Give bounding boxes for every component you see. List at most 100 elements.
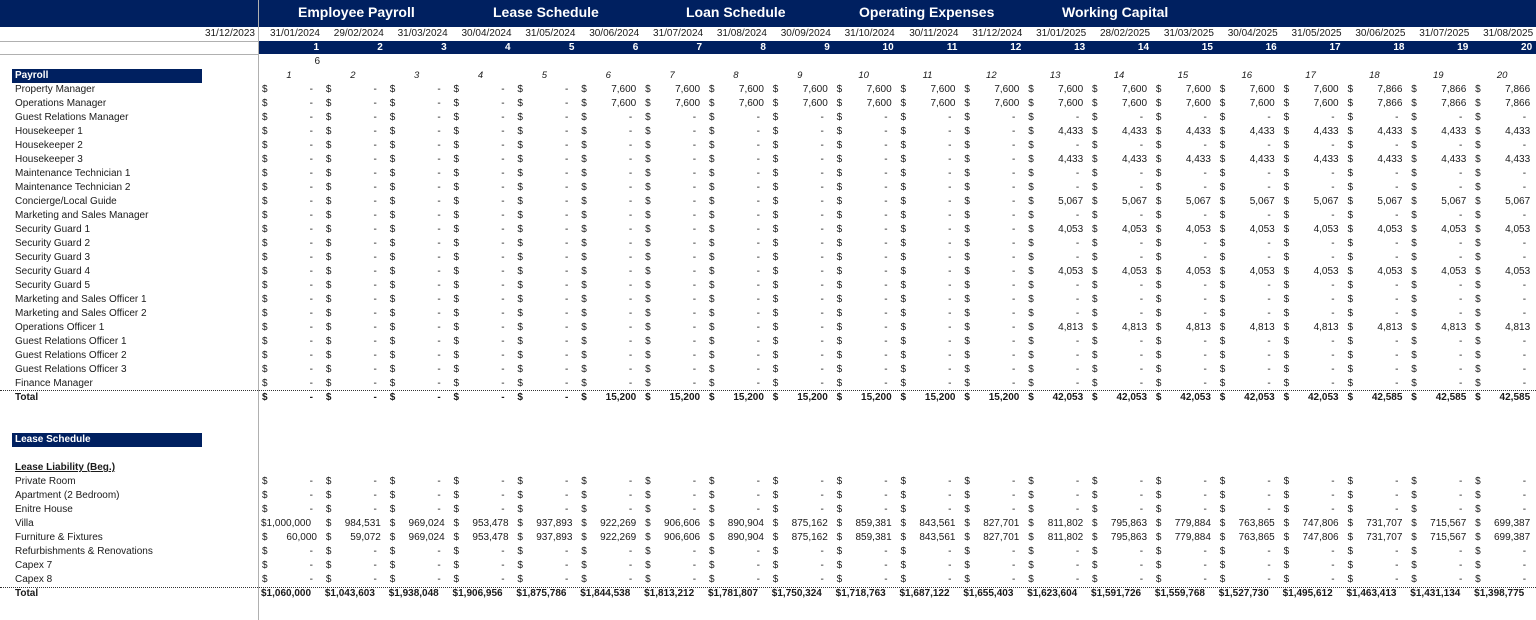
- value-cell[interactable]: $ -: [387, 363, 451, 377]
- value-cell[interactable]: $ -: [387, 391, 451, 405]
- value-cell[interactable]: $ -: [770, 363, 834, 377]
- value-cell[interactable]: $ -: [323, 503, 387, 517]
- value-cell[interactable]: $ -: [451, 167, 515, 181]
- value-cell[interactable]: $ -: [961, 279, 1025, 293]
- value-cell[interactable]: $ -: [1153, 489, 1217, 503]
- value-cell[interactable]: $ -: [898, 363, 962, 377]
- value-cell[interactable]: $4,053: [1408, 223, 1472, 237]
- value-cell[interactable]: $1,495,612: [1281, 587, 1345, 601]
- value-cell[interactable]: $ -: [1408, 377, 1472, 391]
- value-cell[interactable]: $ -: [770, 195, 834, 209]
- value-cell[interactable]: $ -: [961, 139, 1025, 153]
- value-cell[interactable]: $ -: [898, 111, 962, 125]
- value-cell[interactable]: $ -: [706, 307, 770, 321]
- value-cell[interactable]: $ -: [514, 251, 578, 265]
- value-cell[interactable]: $ -: [642, 265, 706, 279]
- value-cell[interactable]: $ -: [1344, 251, 1408, 265]
- value-cell[interactable]: $1,623,604: [1025, 587, 1089, 601]
- value-cell[interactable]: $843,561: [898, 531, 962, 545]
- value-cell[interactable]: $ -: [1217, 111, 1281, 125]
- value-cell[interactable]: $ -: [1025, 167, 1089, 181]
- value-cell[interactable]: $ -: [834, 125, 898, 139]
- value-cell[interactable]: $906,606: [642, 517, 706, 531]
- value-cell[interactable]: $ -: [1281, 573, 1345, 587]
- value-cell[interactable]: $795,863: [1089, 517, 1153, 531]
- value-cell[interactable]: $ -: [387, 223, 451, 237]
- value-cell[interactable]: $4,813: [1089, 321, 1153, 335]
- value-cell[interactable]: $ -: [642, 573, 706, 587]
- value-cell[interactable]: $ -: [1089, 363, 1153, 377]
- value-cell[interactable]: $ -: [898, 251, 962, 265]
- value-cell[interactable]: $ -: [259, 377, 323, 391]
- value-cell[interactable]: $ -: [387, 153, 451, 167]
- value-cell[interactable]: $ -: [834, 335, 898, 349]
- value-cell[interactable]: $ -: [706, 559, 770, 573]
- value-cell[interactable]: $4,433: [1344, 153, 1408, 167]
- value-cell[interactable]: $ -: [898, 139, 962, 153]
- value-cell[interactable]: $7,600: [706, 97, 770, 111]
- value-cell[interactable]: $ -: [642, 503, 706, 517]
- value-cell[interactable]: $ -: [387, 237, 451, 251]
- value-cell[interactable]: $7,600: [1089, 97, 1153, 111]
- value-cell[interactable]: $4,433: [1025, 153, 1089, 167]
- value-cell[interactable]: $ -: [706, 111, 770, 125]
- value-cell[interactable]: $15,200: [834, 391, 898, 405]
- value-cell[interactable]: $ -: [834, 559, 898, 573]
- value-cell[interactable]: $5,067: [1281, 195, 1345, 209]
- value-cell[interactable]: $ -: [1472, 545, 1536, 559]
- value-cell[interactable]: $ -: [961, 335, 1025, 349]
- value-cell[interactable]: $ -: [323, 167, 387, 181]
- value-cell[interactable]: $ -: [451, 223, 515, 237]
- value-cell[interactable]: $5,067: [1025, 195, 1089, 209]
- value-cell[interactable]: $5,067: [1089, 195, 1153, 209]
- value-cell[interactable]: $ -: [1025, 307, 1089, 321]
- value-cell[interactable]: $ -: [834, 209, 898, 223]
- value-cell[interactable]: $ -: [578, 139, 642, 153]
- value-cell[interactable]: $ -: [1025, 377, 1089, 391]
- value-cell[interactable]: $ -: [1281, 251, 1345, 265]
- value-cell[interactable]: $ -: [578, 559, 642, 573]
- value-cell[interactable]: $1,718,763: [834, 587, 898, 601]
- value-cell[interactable]: $7,600: [1153, 97, 1217, 111]
- value-cell[interactable]: $1,000,000: [259, 517, 323, 531]
- value-cell[interactable]: $4,813: [1344, 321, 1408, 335]
- value-cell[interactable]: $7,600: [961, 83, 1025, 97]
- value-cell[interactable]: $ -: [451, 489, 515, 503]
- value-cell[interactable]: $4,053: [1281, 223, 1345, 237]
- value-cell[interactable]: $ -: [1025, 209, 1089, 223]
- value-cell[interactable]: $ -: [898, 265, 962, 279]
- value-cell[interactable]: $42,053: [1217, 391, 1281, 405]
- value-cell[interactable]: $953,478: [451, 531, 515, 545]
- value-cell[interactable]: $7,866: [1408, 83, 1472, 97]
- value-cell[interactable]: $ -: [898, 573, 962, 587]
- value-cell[interactable]: $ -: [770, 335, 834, 349]
- value-cell[interactable]: $763,865: [1217, 517, 1281, 531]
- value-cell[interactable]: $4,813: [1408, 321, 1472, 335]
- value-cell[interactable]: $ -: [323, 293, 387, 307]
- value-cell[interactable]: $ -: [323, 559, 387, 573]
- value-cell[interactable]: $ -: [706, 167, 770, 181]
- value-cell[interactable]: $715,567: [1408, 531, 1472, 545]
- value-cell[interactable]: $ -: [642, 237, 706, 251]
- value-cell[interactable]: $ -: [1344, 573, 1408, 587]
- value-cell[interactable]: $779,884: [1153, 517, 1217, 531]
- value-cell[interactable]: $ -: [514, 293, 578, 307]
- value-cell[interactable]: $ -: [578, 153, 642, 167]
- value-cell[interactable]: $4,053: [1281, 265, 1345, 279]
- value-cell[interactable]: $ -: [642, 125, 706, 139]
- value-cell[interactable]: $715,567: [1408, 517, 1472, 531]
- value-cell[interactable]: $ -: [259, 237, 323, 251]
- value-cell[interactable]: $1,906,956: [451, 587, 515, 601]
- value-cell[interactable]: $ -: [578, 573, 642, 587]
- value-cell[interactable]: $ -: [514, 545, 578, 559]
- value-cell[interactable]: $ -: [1153, 181, 1217, 195]
- value-cell[interactable]: $7,600: [578, 83, 642, 97]
- value-cell[interactable]: $ -: [578, 209, 642, 223]
- value-cell[interactable]: $ -: [834, 503, 898, 517]
- value-cell[interactable]: $ -: [323, 83, 387, 97]
- value-cell[interactable]: $ -: [323, 139, 387, 153]
- value-cell[interactable]: $ -: [323, 181, 387, 195]
- value-cell[interactable]: $ -: [323, 349, 387, 363]
- value-cell[interactable]: $ -: [1344, 489, 1408, 503]
- value-cell[interactable]: $ -: [451, 181, 515, 195]
